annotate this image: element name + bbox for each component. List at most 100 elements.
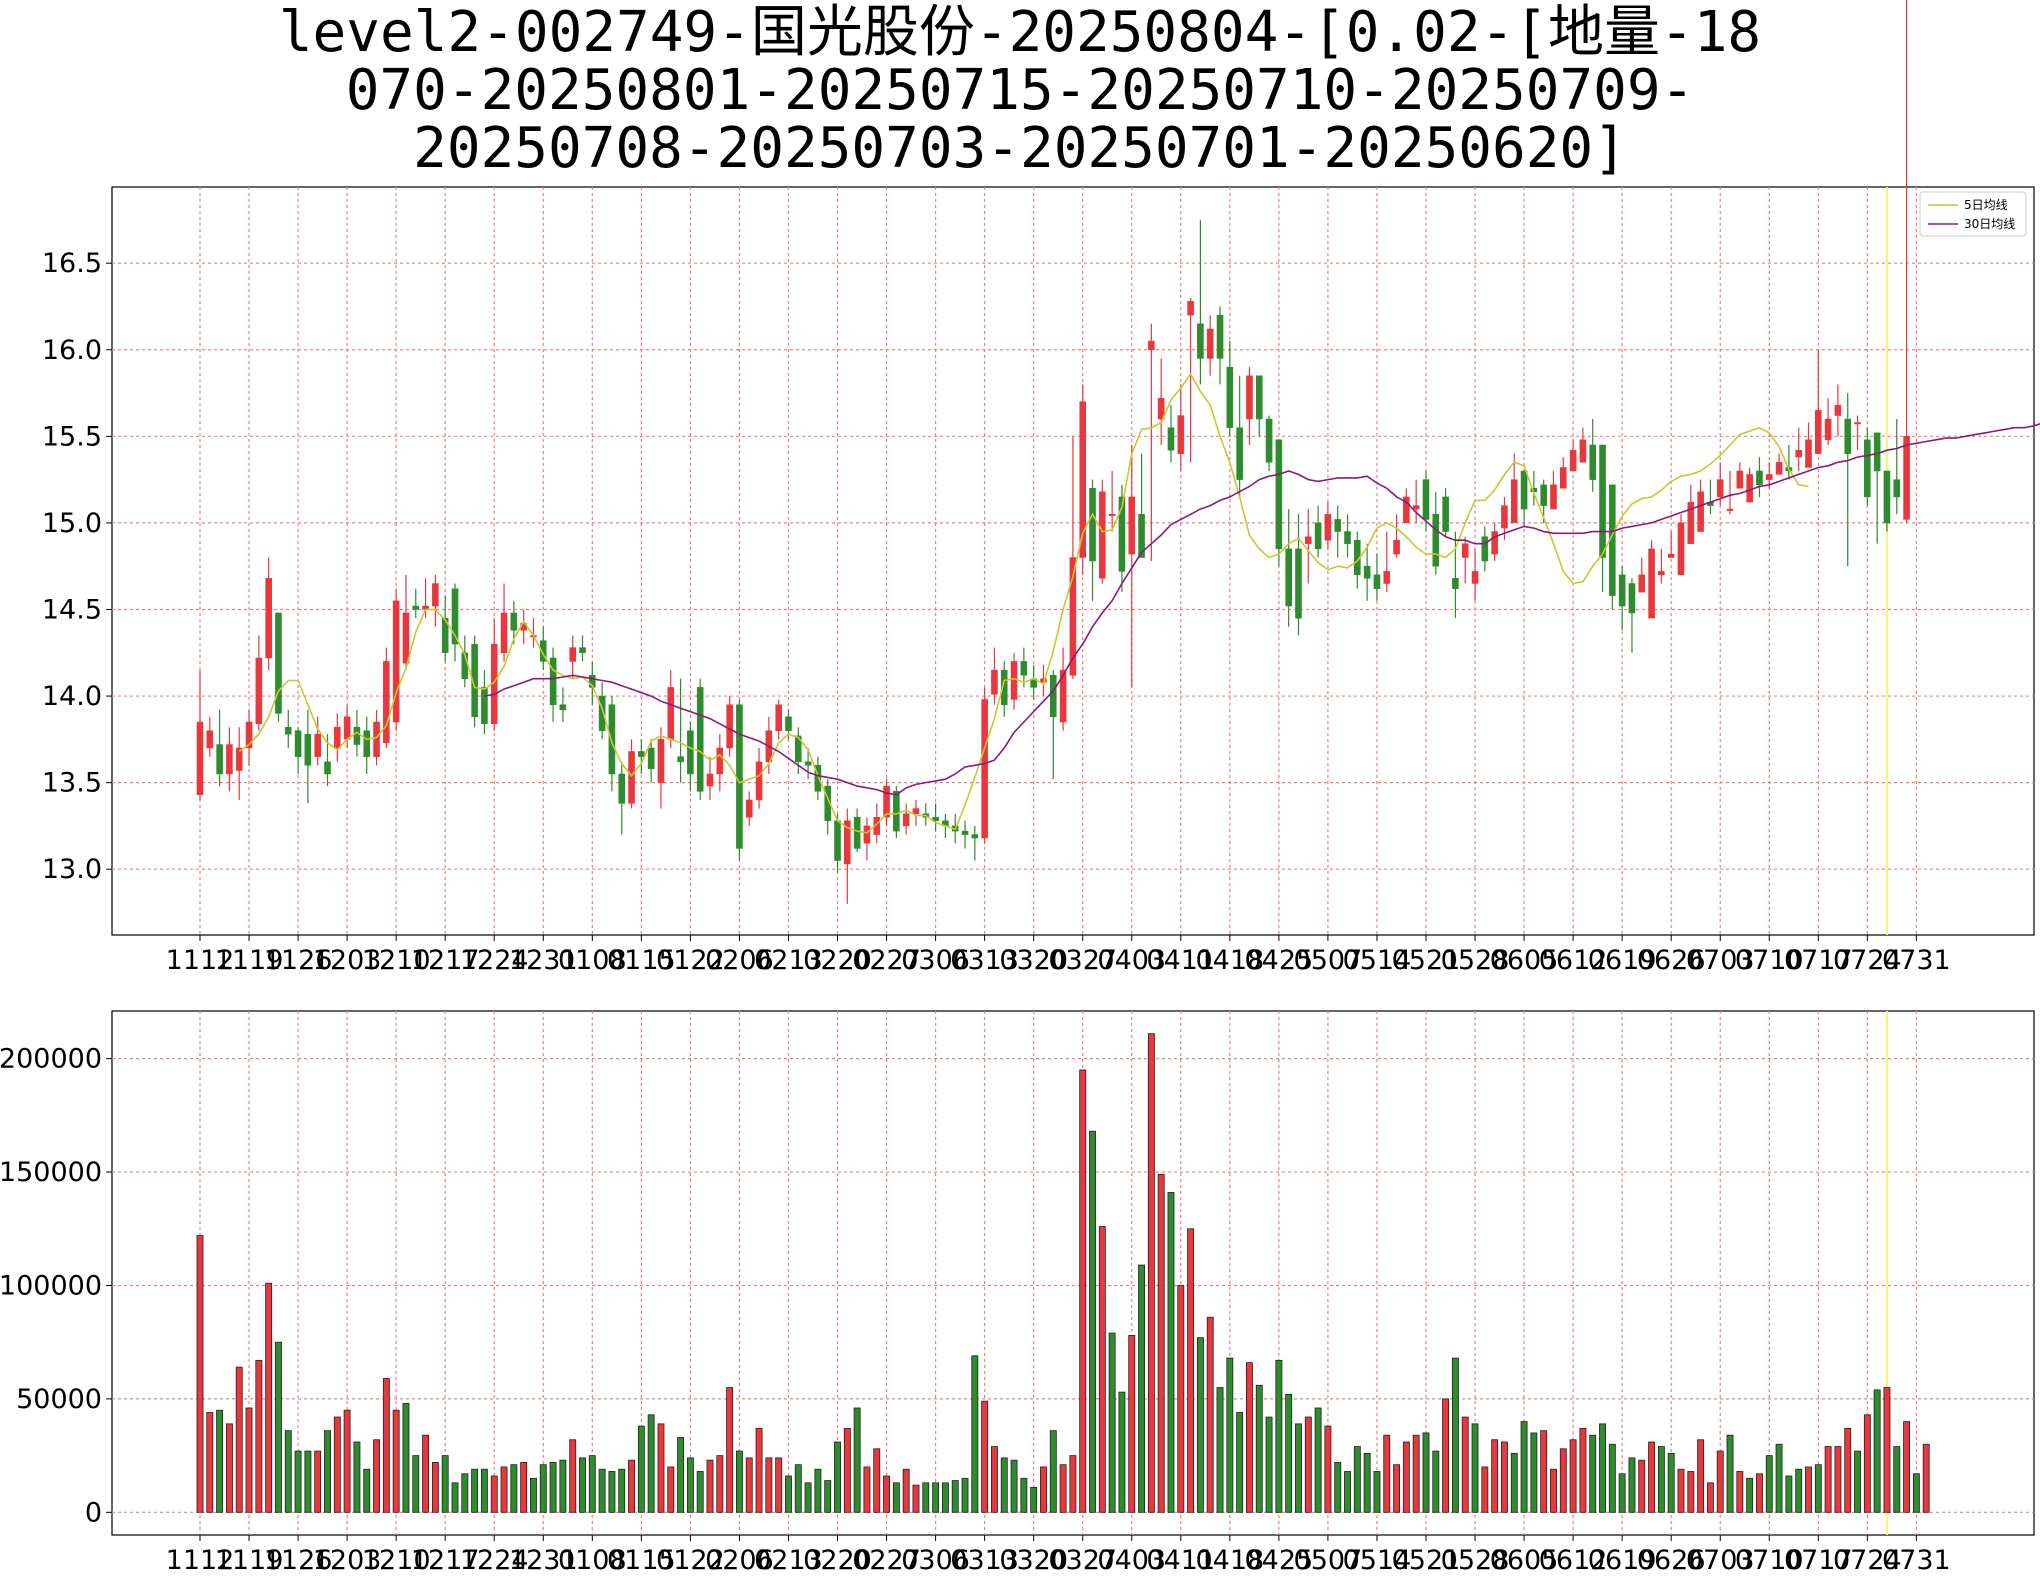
volume-bar: [1393, 1464, 1401, 1513]
volume-bar: [1275, 1359, 1283, 1513]
volume-bar: [392, 1409, 400, 1513]
candle-body: [284, 726, 292, 735]
volume-x-tick-label: 0528: [1441, 1545, 1510, 1576]
price-x-tick-label: 0418: [1195, 945, 1264, 976]
candle-body: [569, 647, 576, 662]
volume-bar: [1501, 1441, 1508, 1513]
price-x-tick-label: 0528: [1441, 945, 1510, 976]
volume-bar: [1402, 1441, 1410, 1513]
candle-body: [549, 657, 557, 705]
candle-body: [1226, 366, 1234, 428]
price-x-tick-label: 0724: [1833, 945, 1902, 976]
volume-bar: [1618, 1473, 1626, 1513]
price-x-tick-label: 0717: [1784, 945, 1853, 976]
volume-bar: [716, 1455, 724, 1513]
candle-body: [235, 747, 243, 771]
volume-bars: [196, 1033, 1930, 1513]
candle-body: [1510, 479, 1518, 524]
candle-body: [745, 799, 753, 818]
volume-bar: [304, 1450, 312, 1513]
price-y-tick-label: 16.0: [42, 335, 102, 366]
volume-x-tick-label: 0626: [1637, 1545, 1706, 1576]
candle-body: [226, 744, 233, 775]
price-x-tick-label: 0514: [1343, 945, 1412, 976]
volume-bar: [1079, 1069, 1087, 1513]
volume-bar: [480, 1468, 488, 1513]
volume-bar: [1295, 1423, 1302, 1513]
legend-label: 5日均线: [1964, 198, 2008, 212]
candle-body: [1550, 484, 1557, 510]
volume-bar: [1069, 1455, 1077, 1513]
candle-body: [1501, 505, 1508, 529]
volume-bar: [1579, 1427, 1587, 1513]
candle-body: [324, 761, 331, 775]
ma5-line: [238, 372, 1809, 834]
volume-bar: [618, 1468, 626, 1513]
volume-bar: [1569, 1439, 1577, 1513]
volume-bar: [1334, 1462, 1342, 1513]
candle-body: [628, 751, 635, 804]
volume-bar: [863, 1466, 871, 1513]
volume-x-tick-label: 0313: [950, 1545, 1019, 1576]
candle-body: [981, 699, 988, 839]
price-x-tick-label: 0327: [1048, 945, 1117, 976]
candle-body: [902, 813, 910, 827]
candle-body: [1285, 548, 1292, 607]
moving-average-lines: [238, 372, 2040, 834]
candle-body: [834, 820, 841, 861]
volume-bar: [1697, 1439, 1705, 1513]
volume-x-tick-label: 1112: [166, 1545, 235, 1576]
price-x-tick-label: 0605: [1490, 945, 1559, 976]
volume-bar: [1138, 1264, 1145, 1513]
volume-x-tick-label: 0724: [1833, 1545, 1902, 1576]
volume-bar: [1756, 1473, 1763, 1513]
volume-y-axis: 0 50000 100000 150000 200000: [0, 1044, 112, 1528]
candle-body: [1579, 439, 1587, 463]
candle-body: [481, 687, 488, 725]
candle-body: [1677, 522, 1685, 576]
price-x-tick-label: 0213: [754, 945, 823, 976]
volume-bar: [804, 1482, 812, 1513]
price-y-tick-label: 15.5: [42, 421, 102, 452]
candle-body: [1412, 505, 1420, 510]
volume-bar: [1814, 1464, 1822, 1513]
volume-bar: [1736, 1471, 1744, 1513]
candle-body: [696, 687, 704, 792]
candle-body: [1157, 397, 1165, 420]
volume-bar: [431, 1462, 439, 1513]
candle-body: [1363, 565, 1371, 579]
candle-body: [638, 751, 645, 757]
candle-body: [432, 583, 439, 607]
volume-bar: [471, 1468, 479, 1513]
volume-bar: [1657, 1446, 1665, 1513]
volume-bar: [294, 1450, 302, 1513]
price-panel: 13.0 13.5 14.0 14.5 15.0 15.5 16.0 16.5 1112111…: [42, 0, 2040, 976]
volume-bar: [333, 1416, 341, 1513]
volume-bar: [1883, 1387, 1891, 1513]
volume-bar: [363, 1468, 371, 1513]
volume-bar: [1049, 1430, 1057, 1513]
volume-bar: [1834, 1446, 1842, 1513]
price-panel-frame: [111, 186, 2035, 936]
volume-bar: [245, 1407, 253, 1513]
candle-body: [1167, 427, 1175, 451]
volume-x-tick-label: 0115: [607, 1545, 676, 1576]
volume-bar: [686, 1457, 694, 1513]
candle-body: [647, 747, 655, 770]
volume-bar: [1255, 1384, 1263, 1513]
candle-body: [1726, 508, 1734, 511]
volume-bar: [1608, 1443, 1616, 1513]
candle-body: [206, 730, 214, 749]
volume-bar: [1187, 1228, 1195, 1513]
candle-body: [559, 704, 567, 711]
volume-bar: [539, 1464, 547, 1513]
volume-x-axis: 1112111911261203121012171224123101080115…: [166, 1535, 1951, 1576]
volume-x-tick-label: 0507: [1294, 1545, 1363, 1576]
candle-body: [1471, 571, 1479, 584]
candle-body: [1422, 479, 1430, 520]
price-y-tick-label: 13.5: [42, 768, 102, 799]
candle-body: [677, 756, 684, 763]
volume-bar: [1530, 1432, 1538, 1513]
volume-bar: [1648, 1441, 1656, 1513]
candle-body: [1344, 531, 1351, 544]
